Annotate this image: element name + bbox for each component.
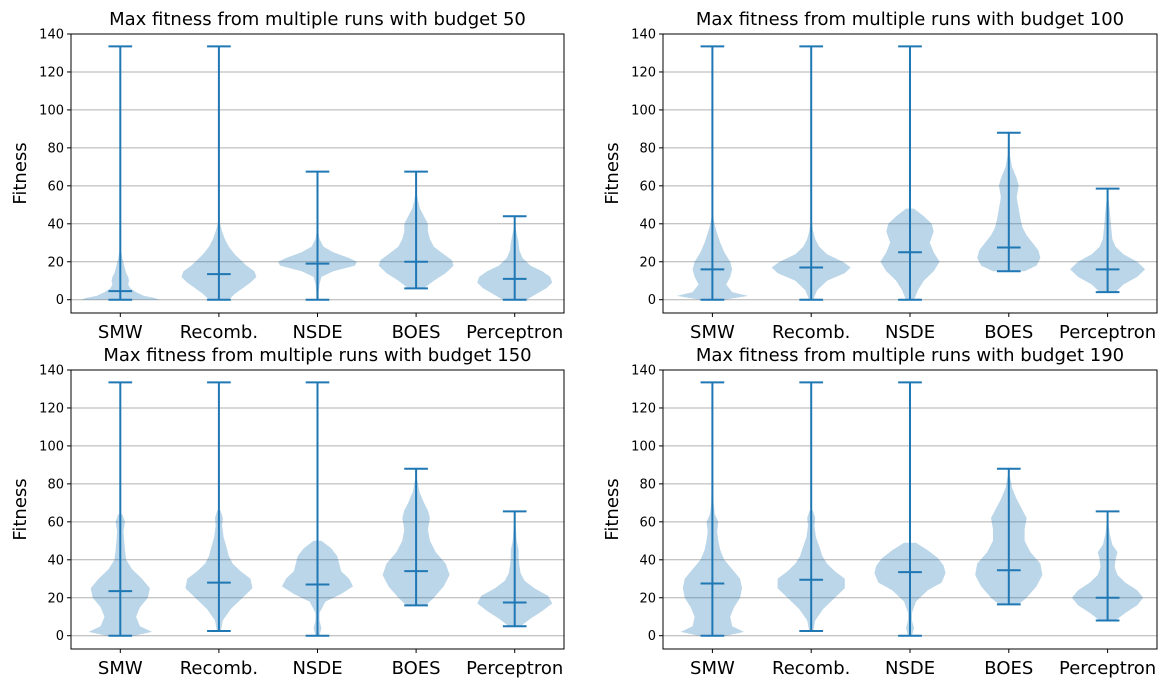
x-tick-label: NSDE — [885, 322, 935, 343]
y-tick-label: 100 — [39, 439, 64, 454]
chart-title: Max fitness from multiple runs with budg… — [696, 9, 1124, 30]
y-tick-label: 100 — [39, 103, 64, 118]
y-tick-label: 60 — [47, 515, 64, 530]
chart-panel-3: 0 20 40 60 80 100 120 140 SMW Recomb. NSDE BOES Perc… — [10, 345, 565, 679]
x-tick-label: BOES — [984, 322, 1033, 343]
x-tick-label: SMW — [690, 658, 735, 679]
x-tick-label: SMW — [98, 658, 143, 679]
y-tick-label: 40 — [639, 553, 656, 568]
y-tick-label: 100 — [631, 103, 656, 118]
y-tick-label: 40 — [47, 217, 64, 232]
y-axis-label: Fitness — [602, 142, 623, 204]
y-tick-label: 20 — [639, 255, 656, 270]
chart-panel-4: 0 20 40 60 80 100 120 140 SMW Recomb. NSDE BOES Perc… — [602, 345, 1158, 679]
y-tick-label: 120 — [631, 65, 656, 80]
y-tick-label: 80 — [47, 141, 64, 156]
chart-panel-1: 0 20 40 60 80 100 120 140 SMW Recomb. NSDE BOES Perc… — [10, 9, 565, 343]
y-tick-label: 0 — [56, 629, 64, 644]
y-tick-label: 80 — [639, 477, 656, 492]
chart-title: Max fitness from multiple runs with budg… — [103, 345, 531, 366]
y-tick-label: 40 — [639, 217, 656, 232]
y-tick-label: 140 — [39, 28, 64, 43]
x-tick-label: Recomb. — [772, 322, 850, 343]
chart-panel-2: 0 20 40 60 80 100 120 140 SMW Recomb. NSDE BOES Perc… — [602, 9, 1158, 343]
y-tick-label: 60 — [639, 179, 656, 194]
y-tick-label: 0 — [648, 293, 656, 308]
y-tick-label: 80 — [639, 141, 656, 156]
y-tick-label: 140 — [631, 28, 656, 43]
x-tick-label: Perceptron — [466, 322, 563, 343]
x-tick-label: NSDE — [292, 322, 342, 343]
y-tick-label: 60 — [639, 515, 656, 530]
chart-title: Max fitness from multiple runs with budg… — [109, 9, 526, 30]
y-tick-label: 20 — [47, 591, 64, 606]
x-tick-label: SMW — [690, 322, 735, 343]
x-tick-label: NSDE — [885, 658, 935, 679]
x-tick-label: Perceptron — [466, 658, 563, 679]
chart-title: Max fitness from multiple runs with budg… — [696, 345, 1124, 366]
y-tick-label: 120 — [631, 401, 656, 416]
y-tick-label: 100 — [631, 439, 656, 454]
y-tick-label: 40 — [47, 553, 64, 568]
x-tick-label: BOES — [984, 658, 1033, 679]
y-tick-label: 140 — [39, 364, 64, 379]
x-tick-label: Perceptron — [1059, 322, 1156, 343]
x-tick-label: NSDE — [292, 658, 342, 679]
x-tick-label: SMW — [98, 322, 143, 343]
y-axis-label: Fitness — [10, 478, 31, 540]
y-tick-label: 0 — [648, 629, 656, 644]
x-tick-label: Perceptron — [1059, 658, 1156, 679]
x-tick-label: BOES — [392, 658, 441, 679]
y-axis-label: Fitness — [10, 142, 31, 204]
y-tick-label: 80 — [47, 477, 64, 492]
y-axis-label: Fitness — [602, 478, 623, 540]
x-tick-label: BOES — [392, 322, 441, 343]
y-tick-label: 120 — [39, 401, 64, 416]
x-tick-label: Recomb. — [180, 322, 258, 343]
x-tick-label: Recomb. — [772, 658, 850, 679]
y-tick-label: 140 — [631, 364, 656, 379]
y-tick-label: 0 — [56, 293, 64, 308]
y-tick-label: 60 — [47, 179, 64, 194]
y-tick-label: 20 — [639, 591, 656, 606]
y-tick-label: 20 — [47, 255, 64, 270]
x-tick-label: Recomb. — [180, 658, 258, 679]
y-tick-label: 120 — [39, 65, 64, 80]
